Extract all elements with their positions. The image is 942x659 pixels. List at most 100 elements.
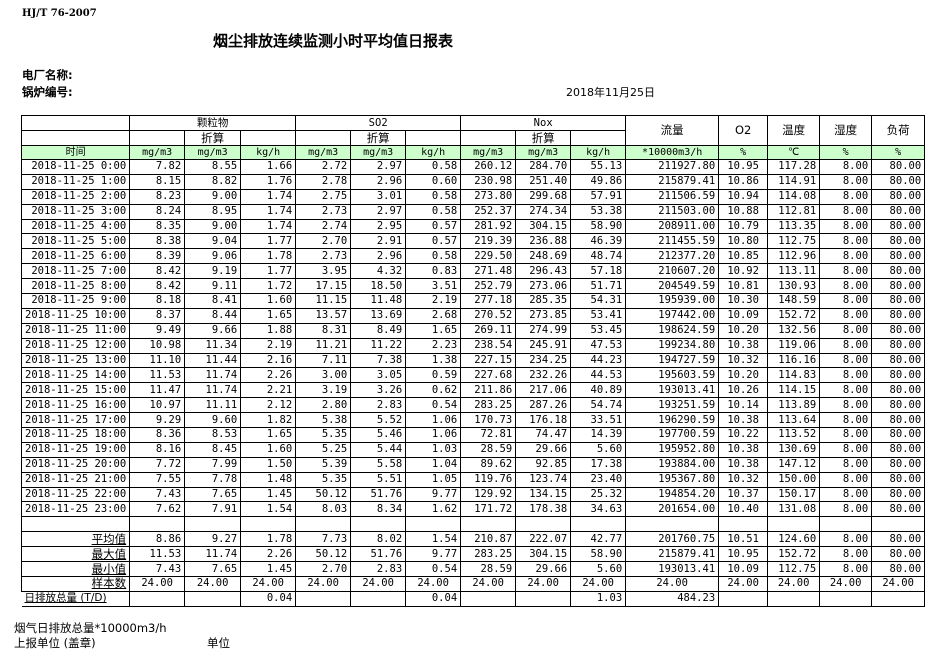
value-cell: 0.62 xyxy=(405,382,462,399)
header-unit: kg/h xyxy=(240,145,297,160)
value-cell: 215879.41 xyxy=(625,173,720,190)
value-cell: 80.00 xyxy=(871,456,926,473)
table-row: 2018-11-25 22:00 7.43 7.65 1.45 50.12 51.76 9.… xyxy=(20,486,926,503)
value-cell: 8.95 xyxy=(184,203,242,220)
stat-value: 201760.75 xyxy=(625,531,720,548)
value-cell: 2.75 xyxy=(295,188,352,205)
value-cell: 2.97 xyxy=(350,159,407,175)
value-cell: 8.23 xyxy=(129,188,186,205)
header-unit: *10000m3/h xyxy=(625,145,720,160)
value-cell: 55.13 xyxy=(570,159,627,175)
value-cell: 1.60 xyxy=(240,293,297,309)
value-cell: 8.34 xyxy=(350,501,407,518)
value-cell: 113.11 xyxy=(767,263,821,280)
value-cell: 8.00 xyxy=(819,367,873,384)
header-converted: 折算 xyxy=(515,130,572,146)
stat-value: 2.70 xyxy=(295,561,352,578)
value-cell: 10.09 xyxy=(718,307,769,324)
value-cell: 8.42 xyxy=(129,278,186,295)
value-cell: 201654.00 xyxy=(625,501,720,518)
value-cell: 2.78 xyxy=(295,173,352,190)
value-cell: 9.11 xyxy=(184,278,242,295)
value-cell: 8.00 xyxy=(819,203,873,220)
value-cell: 10.32 xyxy=(718,352,769,369)
value-cell: 245.91 xyxy=(515,337,572,354)
value-cell: 131.08 xyxy=(767,501,821,518)
value-cell: 8.53 xyxy=(184,427,242,443)
header-blank xyxy=(20,130,131,146)
value-cell: 5.58 xyxy=(350,456,407,473)
value-cell: 80.00 xyxy=(871,412,926,429)
value-cell: 7.99 xyxy=(184,456,242,473)
value-cell: 119.76 xyxy=(460,471,517,488)
stat-value: 8.00 xyxy=(819,546,873,563)
value-cell: 9.00 xyxy=(184,218,242,235)
stat-value: 124.60 xyxy=(767,531,821,548)
value-cell: 7.43 xyxy=(129,486,186,503)
value-cell: 8.00 xyxy=(819,188,873,205)
value-cell: 1.66 xyxy=(240,159,297,175)
value-cell: 2.70 xyxy=(295,233,352,250)
value-cell: 193251.59 xyxy=(625,397,720,414)
time-cell: 2018-11-25 17:00 xyxy=(20,412,131,429)
value-cell: 112.81 xyxy=(767,203,821,220)
stat-value: 24.00 xyxy=(515,576,572,592)
value-cell: 34.63 xyxy=(570,501,627,518)
value-cell: 0.58 xyxy=(405,203,462,220)
value-cell: 8.38 xyxy=(129,233,186,250)
value-cell: 211.86 xyxy=(460,382,517,399)
header-blank xyxy=(460,130,517,146)
value-cell: 230.98 xyxy=(460,173,517,190)
empty-cell xyxy=(184,516,242,533)
value-cell: 80.00 xyxy=(871,218,926,235)
value-cell: 18.50 xyxy=(350,278,407,295)
value-cell: 227.15 xyxy=(460,352,517,369)
value-cell: 211927.80 xyxy=(625,159,720,175)
value-cell: 1.48 xyxy=(240,471,297,488)
stat-value: 7.73 xyxy=(295,531,352,548)
time-cell: 2018-11-25 21:00 xyxy=(20,471,131,488)
value-cell: 7.91 xyxy=(184,501,242,518)
value-cell: 197442.00 xyxy=(625,307,720,324)
header-time: 时间 xyxy=(20,145,131,160)
value-cell: 195952.80 xyxy=(625,441,720,458)
empty-cell xyxy=(625,516,720,533)
header-unit: kg/h xyxy=(570,145,627,160)
table-row: 2018-11-25 15:00 11.47 11.74 2.21 3.19 3.26 0.… xyxy=(20,382,926,399)
table-row: 2018-11-25 8:00 8.42 9.11 1.72 17.15 18.50 3.5… xyxy=(20,278,926,295)
empty-cell xyxy=(515,516,572,533)
value-cell: 9.49 xyxy=(129,322,186,339)
value-cell: 234.25 xyxy=(515,352,572,369)
value-cell: 274.34 xyxy=(515,203,572,220)
stat-value: 8.86 xyxy=(129,531,186,548)
value-cell: 8.16 xyxy=(129,441,186,458)
value-cell: 1.65 xyxy=(240,307,297,324)
value-cell: 150.17 xyxy=(767,486,821,503)
value-cell: 5.25 xyxy=(295,441,352,458)
value-cell: 11.15 xyxy=(295,293,352,309)
value-cell: 260.12 xyxy=(460,159,517,175)
value-cell: 199234.80 xyxy=(625,337,720,354)
table-row: 2018-11-25 20:00 7.72 7.99 1.50 5.39 5.58 1.04… xyxy=(20,456,926,473)
value-cell: 2.72 xyxy=(295,159,352,175)
value-cell: 8.82 xyxy=(184,173,242,190)
value-cell: 193013.41 xyxy=(625,382,720,399)
stat-value: 10.51 xyxy=(718,531,769,548)
value-cell: 273.80 xyxy=(460,188,517,205)
value-cell: 11.11 xyxy=(184,397,242,414)
stats-row: 样本数 24.00 24.00 24.00 24.00 24.00 24.00 24.00 24… xyxy=(20,576,926,592)
value-cell: 80.00 xyxy=(871,173,926,190)
value-cell: 8.37 xyxy=(129,307,186,324)
value-cell: 80.00 xyxy=(871,471,926,488)
value-cell: 8.00 xyxy=(819,382,873,399)
value-cell: 8.00 xyxy=(819,263,873,280)
daily-total-value xyxy=(767,590,821,607)
value-cell: 46.39 xyxy=(570,233,627,250)
daily-total-value xyxy=(184,590,242,607)
header-converted: 折算 xyxy=(184,130,242,146)
value-cell: 2.73 xyxy=(295,248,352,265)
time-cell: 2018-11-25 22:00 xyxy=(20,486,131,503)
value-cell: 2.68 xyxy=(405,307,462,324)
stat-value: 58.90 xyxy=(570,546,627,563)
value-cell: 5.46 xyxy=(350,427,407,443)
